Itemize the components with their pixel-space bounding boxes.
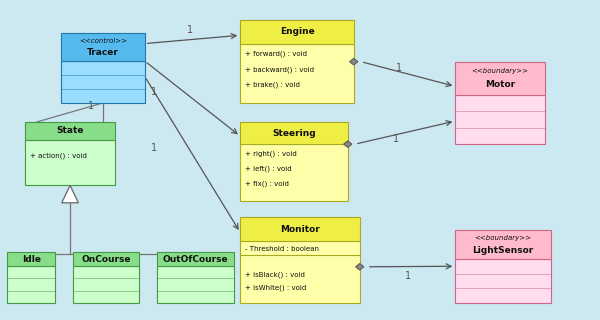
Text: 1: 1 — [88, 101, 94, 111]
Text: <<boundary>>: <<boundary>> — [472, 68, 529, 74]
Text: Motor: Motor — [485, 80, 515, 89]
Bar — [7, 252, 55, 266]
Text: + left() : void: + left() : void — [245, 166, 292, 172]
Text: <<boundary>>: <<boundary>> — [475, 235, 532, 241]
Bar — [157, 266, 235, 303]
Bar — [240, 217, 360, 241]
Text: - Threshold : boolean: - Threshold : boolean — [245, 246, 319, 252]
Bar — [240, 144, 348, 201]
Text: 1: 1 — [405, 271, 411, 281]
Bar — [73, 266, 139, 303]
Text: Idle: Idle — [22, 255, 41, 264]
Text: Engine: Engine — [280, 28, 314, 36]
Bar — [25, 140, 115, 185]
Text: + isBlack() : void: + isBlack() : void — [245, 272, 305, 278]
Bar — [455, 62, 545, 95]
Text: Tracer: Tracer — [87, 48, 119, 57]
Text: + isWhite() : void: + isWhite() : void — [245, 285, 307, 291]
Bar — [7, 266, 55, 303]
Text: + right() : void: + right() : void — [245, 151, 297, 157]
Polygon shape — [356, 263, 364, 270]
Bar — [73, 252, 139, 266]
Bar — [61, 61, 145, 103]
Text: 1: 1 — [396, 63, 402, 73]
Bar — [240, 20, 354, 44]
Text: + action() : void: + action() : void — [30, 153, 87, 159]
Text: LightSensor: LightSensor — [472, 246, 533, 255]
Bar — [455, 259, 551, 303]
Text: + forward() : void: + forward() : void — [245, 51, 307, 57]
Text: + fix() : void: + fix() : void — [245, 181, 289, 187]
Polygon shape — [350, 58, 358, 65]
Text: 1: 1 — [151, 143, 157, 153]
Polygon shape — [344, 141, 352, 148]
Polygon shape — [62, 185, 79, 203]
Text: 1: 1 — [151, 87, 157, 98]
Bar — [240, 44, 354, 103]
Text: + brake() : void: + brake() : void — [245, 82, 300, 88]
Bar — [455, 230, 551, 259]
Text: State: State — [56, 126, 84, 135]
Bar — [240, 122, 348, 144]
Text: + backward() : void: + backward() : void — [245, 66, 314, 73]
Bar — [25, 122, 115, 140]
Bar — [61, 33, 145, 61]
Bar — [455, 95, 545, 144]
Text: 1: 1 — [393, 134, 399, 144]
Bar — [157, 252, 235, 266]
Text: OnCourse: OnCourse — [81, 255, 131, 264]
Text: 1: 1 — [187, 25, 193, 35]
Text: <<control>>: <<control>> — [79, 38, 127, 44]
Text: OutOfCourse: OutOfCourse — [163, 255, 228, 264]
Text: Steering: Steering — [272, 129, 316, 138]
Bar — [240, 241, 360, 303]
Text: Monitor: Monitor — [280, 225, 320, 234]
